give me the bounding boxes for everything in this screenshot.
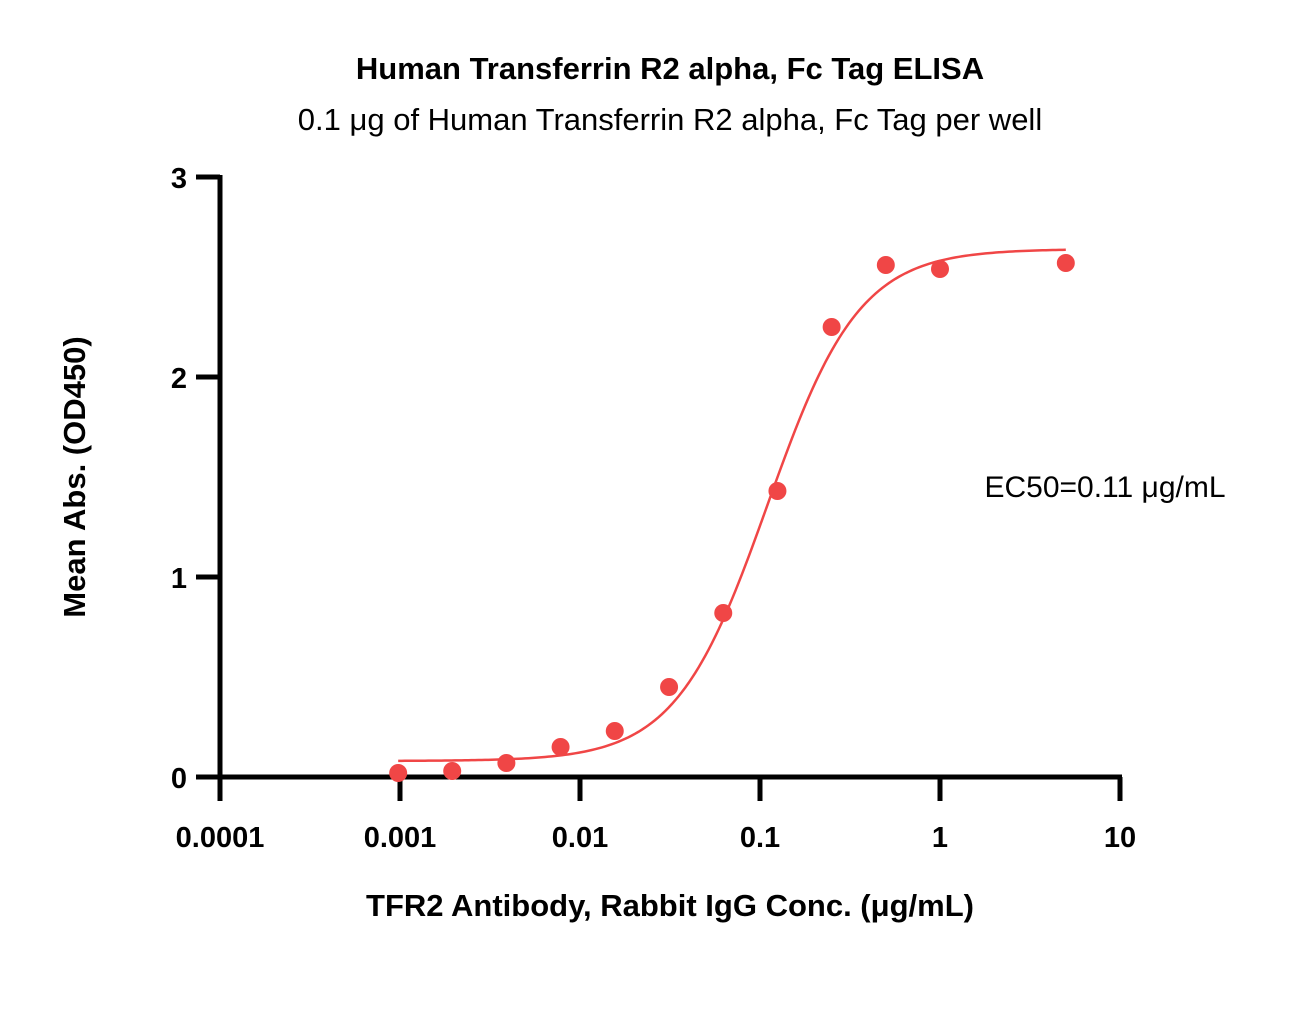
chart-title: Human Transferrin R2 alpha, Fc Tag ELISA <box>356 51 984 86</box>
x-tick-label: 10 <box>1104 822 1136 854</box>
x-tick-label: 0.0001 <box>176 822 265 854</box>
y-tick-label: 1 <box>171 563 187 595</box>
data-point <box>1056 254 1075 272</box>
x-tick-label: 0.1 <box>740 822 780 854</box>
data-points <box>389 254 1075 782</box>
fit-curve <box>398 248 1066 763</box>
data-point <box>822 318 841 336</box>
data-point <box>768 482 787 500</box>
data-point <box>605 722 624 740</box>
y-tick-label: 0 <box>171 763 187 795</box>
x-axis-label: TFR2 Antibody, Rabbit IgG Conc. (μg/mL) <box>366 888 974 923</box>
data-point <box>931 260 949 278</box>
y-tick-label: 3 <box>171 163 187 195</box>
fit-curve-group <box>398 248 1066 763</box>
data-point <box>876 256 895 274</box>
data-point <box>551 738 570 756</box>
y-axis-label: Mean Abs. (OD450) <box>57 336 92 617</box>
x-tick-label: 1 <box>932 822 948 854</box>
data-point <box>443 762 462 780</box>
y-tick-label: 2 <box>171 363 187 395</box>
chart-subtitle: 0.1 μg of Human Transferrin R2 alpha, Fc… <box>298 102 1042 137</box>
data-point <box>714 604 733 622</box>
data-point <box>660 678 679 696</box>
ticks: 0.0001 0.001 0.01 0.1 1 10 0 1 2 3 <box>171 163 1136 854</box>
axes <box>217 175 1122 780</box>
ec50-annotation: EC50=0.11 μg/mL <box>984 471 1225 504</box>
data-point <box>497 754 516 772</box>
data-point <box>389 764 408 782</box>
x-tick-label: 0.01 <box>552 822 608 854</box>
x-tick-label: 0.001 <box>364 822 437 854</box>
